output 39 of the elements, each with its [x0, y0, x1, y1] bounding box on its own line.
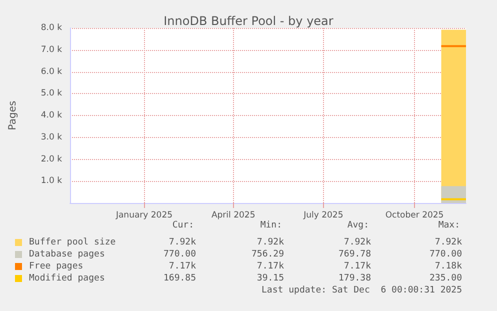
text: 770.00 [429, 250, 462, 260]
x-tick-label: July 2025 [302, 210, 344, 220]
y-tick-label: 6.0 k [40, 66, 62, 77]
text: 7.17k [344, 262, 372, 272]
text: 769.78 [338, 250, 371, 260]
text: Avg: [347, 220, 370, 230]
text: 235.00 [429, 274, 462, 284]
text: 7.92k [168, 238, 197, 248]
text: 770.00 [163, 250, 196, 260]
text: 169.85 [163, 274, 196, 284]
y-tick-label: 2.0 k [40, 154, 62, 164]
text: 7.92k [344, 238, 372, 248]
text: 179.38 [338, 274, 371, 284]
legend-label: Free pages [29, 262, 84, 272]
text: 7.92k [256, 238, 285, 248]
y-axis-title: Pages [8, 100, 18, 130]
text: 7.17k [168, 262, 197, 272]
text: 7.92k [434, 238, 463, 248]
x-tick-label: October 2025 [385, 210, 444, 220]
y-tick-label: 8.0 k [40, 23, 62, 33]
text: Last update: Sat Dec 6 00:00:31 2025 [262, 286, 462, 296]
legend-label: Modified pages [29, 274, 105, 284]
text: Max: [438, 220, 460, 230]
y-tick-label: 1.0 k [40, 176, 62, 186]
text: 39.15 [256, 274, 284, 284]
y-tick-label: 7.0 k [40, 44, 62, 55]
text: Min: [260, 220, 282, 230]
y-tick-label: 4.0 k [40, 110, 62, 120]
legend-label: Buffer pool size [29, 238, 116, 248]
text: 756.29 [251, 250, 284, 260]
text: Cur: [172, 220, 194, 230]
text: 7.18k [434, 262, 463, 272]
text: 7.17k [256, 262, 285, 272]
chart-title: InnoDB Buffer Pool - by year [164, 14, 334, 28]
x-tick-label: April 2025 [211, 210, 256, 220]
y-tick-label: 3.0 k [40, 132, 62, 142]
y-tick-label: 5.0 k [40, 88, 62, 99]
x-tick-label: January 2025 [114, 210, 173, 220]
legend-label: Database pages [29, 250, 105, 260]
